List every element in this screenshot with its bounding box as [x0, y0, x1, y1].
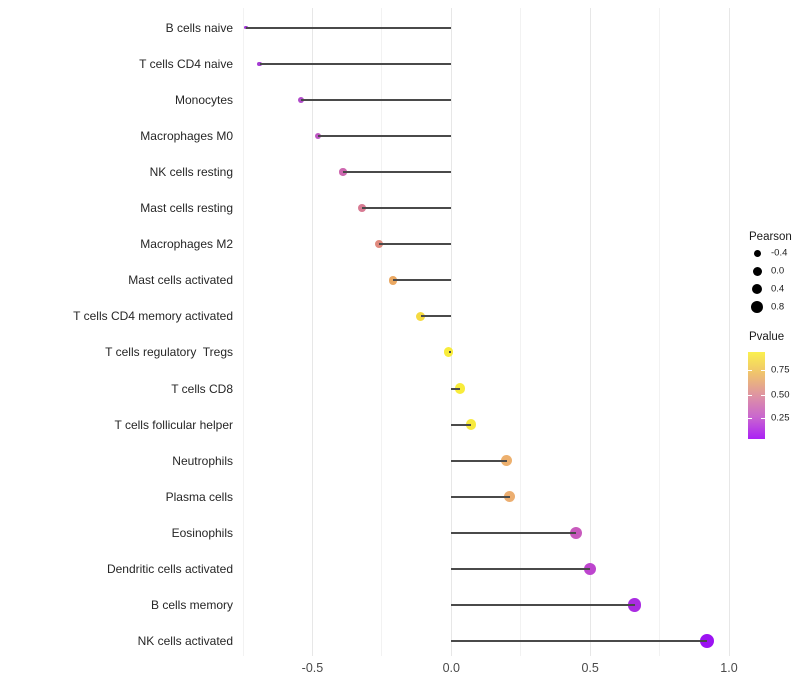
lollipop-dot [504, 491, 516, 503]
y-axis-label: Macrophages M0 [140, 128, 233, 143]
colorbar-tick [761, 394, 765, 396]
lollipop-dot [501, 455, 513, 467]
lollipop-dot [699, 633, 714, 649]
lollipop-stem [379, 243, 452, 246]
lollipop-stem [448, 351, 452, 354]
lollipop-stem [451, 603, 635, 606]
lollipop-dot [416, 311, 426, 321]
y-axis-label: Eosinophils [171, 525, 233, 540]
minor-gridline [381, 8, 383, 656]
y-axis-label: Neutrophils [172, 453, 233, 468]
size-legend-dot [751, 283, 763, 295]
major-gridline [311, 8, 313, 656]
size-legend-label: 0.4 [771, 283, 785, 295]
lollipop-dot [443, 347, 454, 358]
colorbar-tick-label: 0.50 [771, 389, 790, 401]
size-legend-dot [753, 249, 761, 257]
colorbar-tick [748, 418, 752, 420]
lollipop-dot [583, 562, 597, 576]
colorbar-tick-label: 0.25 [771, 412, 790, 424]
major-gridline [450, 8, 452, 656]
x-axis-tick-label: 0.0 [442, 661, 460, 675]
colorbar-tick [748, 394, 752, 396]
size-legend-title: Pearson [749, 231, 792, 243]
y-axis-label: T cells regulatory Tregs [105, 345, 233, 360]
pvalue-colorbar [748, 352, 765, 439]
y-axis-label: Macrophages M2 [140, 237, 233, 252]
y-axis-label: Monocytes [174, 92, 233, 107]
size-legend-label: 0.8 [771, 301, 785, 313]
colorbar-tick-label: 0.75 [771, 364, 790, 376]
y-axis-label: Mast cells resting [140, 201, 233, 216]
y-axis-label: T cells CD8 [171, 381, 233, 396]
x-axis-tick-label: 0.5 [581, 661, 599, 675]
y-axis-label: Mast cells activated [128, 273, 233, 288]
major-gridline [728, 8, 730, 656]
minor-gridline [520, 8, 522, 656]
lollipop-stem [259, 62, 452, 65]
colorbar-tick [761, 418, 765, 420]
lollipop-stem [451, 640, 707, 643]
lollipop-stem [451, 567, 591, 570]
size-legend-label: 0.0 [771, 265, 785, 277]
size-legend-dot [751, 300, 763, 313]
major-gridline [589, 8, 591, 656]
size-legend-label: -0.4 [771, 247, 788, 259]
lollipop-stem [451, 459, 507, 462]
y-axis-label: T cells CD4 naive [139, 56, 233, 71]
lollipop-stem [420, 315, 452, 318]
y-axis-label: NK cells resting [149, 165, 233, 180]
x-axis-tick-label: -0.5 [301, 661, 324, 675]
minor-gridline [659, 8, 661, 656]
lollipop-dot [374, 240, 384, 249]
y-axis-label: B cells naive [165, 20, 233, 35]
lollipop-stem [451, 423, 471, 426]
lollipop-stem [318, 134, 452, 137]
x-axis-tick-label: 1.0 [720, 661, 738, 675]
lollipop-stem [362, 207, 452, 210]
lollipop-stem [451, 495, 510, 498]
y-axis-label: B cells memory [150, 597, 233, 612]
minor-gridline [242, 8, 244, 656]
y-axis-label: NK cells activated [137, 634, 233, 649]
y-axis-label: T cells follicular helper [114, 417, 234, 432]
lollipop-stem [245, 26, 452, 29]
lollipop-stem [451, 387, 460, 390]
lollipop-dot [570, 526, 583, 539]
y-axis-label: Dendritic cells activated [106, 561, 233, 576]
lollipop-stem [301, 98, 452, 101]
size-legend-dot [752, 266, 762, 276]
colorbar-tick [748, 369, 752, 371]
lollipop-stem [451, 531, 577, 534]
lollipop-stem [392, 279, 452, 282]
color-legend-title: Pvalue [749, 331, 785, 343]
y-axis-label: T cells CD4 memory activated [73, 309, 233, 324]
lollipop-stem [342, 171, 452, 174]
y-axis-label: Plasma cells [165, 489, 233, 504]
colorbar-tick [761, 369, 765, 371]
